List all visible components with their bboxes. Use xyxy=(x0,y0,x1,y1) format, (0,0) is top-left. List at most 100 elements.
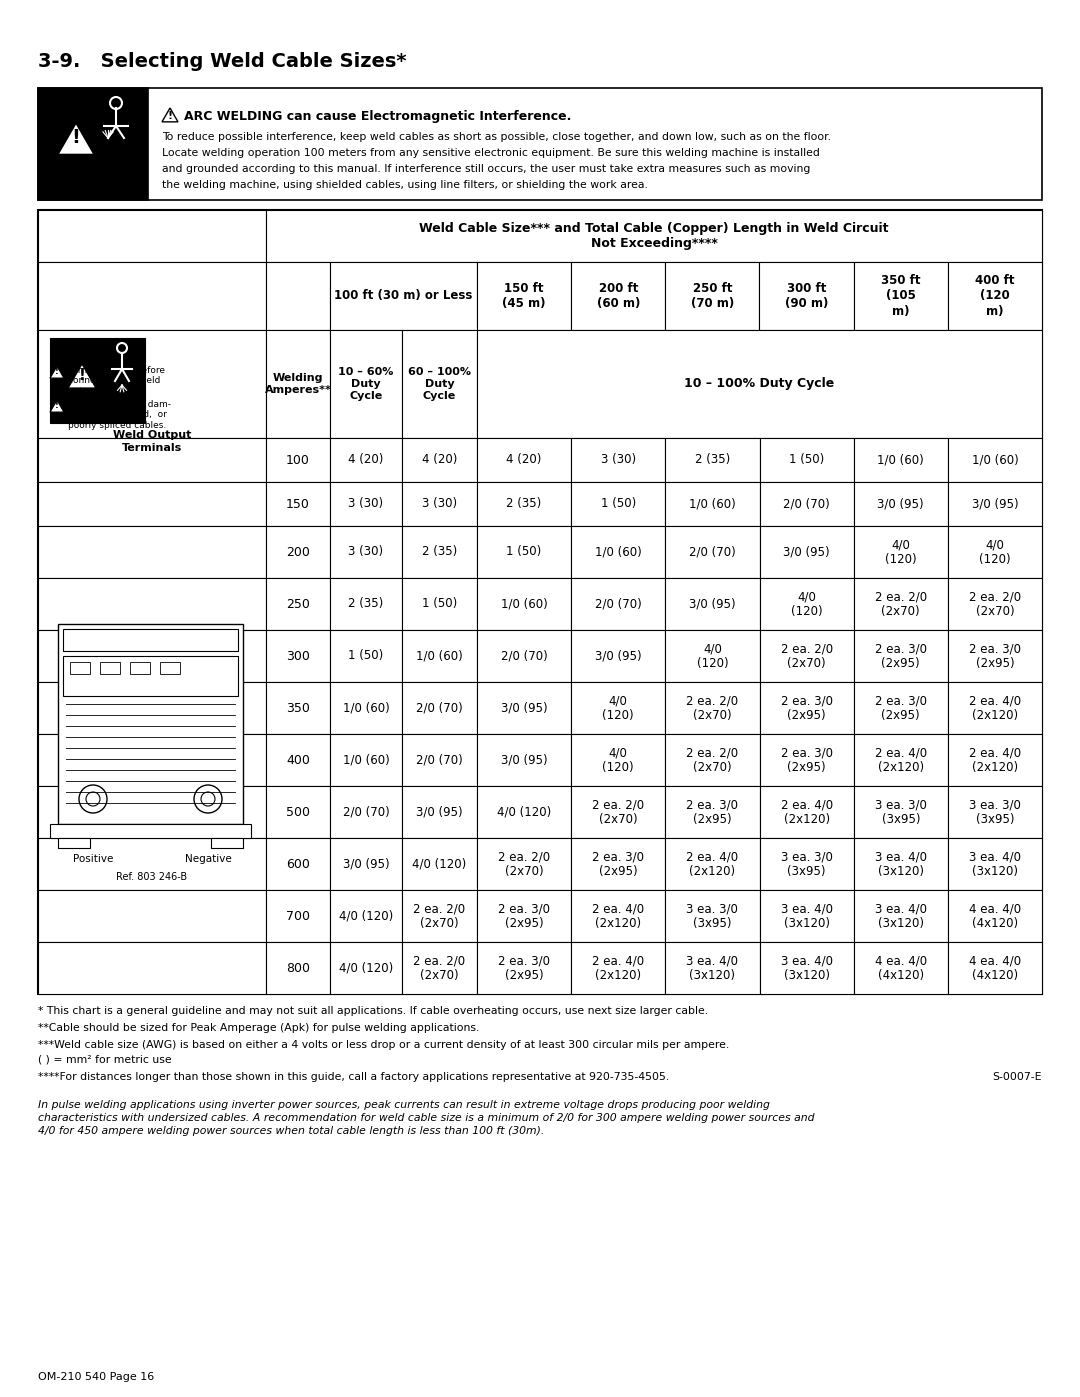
Bar xyxy=(571,942,665,995)
Bar xyxy=(63,629,238,651)
Text: 2/0 (70): 2/0 (70) xyxy=(416,701,463,714)
Bar xyxy=(266,210,1042,263)
Text: 2 ea. 4/0
(2x120): 2 ea. 4/0 (2x120) xyxy=(781,798,833,826)
Bar xyxy=(330,527,402,578)
Text: 4 (20): 4 (20) xyxy=(507,454,542,467)
Text: 800: 800 xyxy=(286,961,310,975)
Text: Weld Output: Weld Output xyxy=(112,430,191,440)
Text: 3 ea. 4/0
(3x120): 3 ea. 4/0 (3x120) xyxy=(781,902,833,930)
Text: 2 ea. 2/0
(2x70): 2 ea. 2/0 (2x70) xyxy=(875,590,927,617)
Bar xyxy=(402,578,477,630)
Bar xyxy=(330,838,402,890)
Bar xyxy=(477,482,571,527)
Bar xyxy=(759,527,853,578)
Bar xyxy=(759,578,853,630)
Text: 2 ea. 3/0
(2x95): 2 ea. 3/0 (2x95) xyxy=(498,902,550,930)
Text: 4 ea. 4/0
(4x120): 4 ea. 4/0 (4x120) xyxy=(875,954,927,982)
Bar xyxy=(665,733,759,787)
Bar xyxy=(402,838,477,890)
Text: 4/0
(120): 4/0 (120) xyxy=(603,746,634,774)
Bar xyxy=(571,439,665,482)
Bar xyxy=(38,482,266,527)
Text: 100 ft (30 m) or Less: 100 ft (30 m) or Less xyxy=(335,289,473,303)
Bar xyxy=(38,330,266,439)
Text: 400 ft
(120
m): 400 ft (120 m) xyxy=(975,274,1015,317)
Bar xyxy=(853,787,948,838)
Bar xyxy=(571,890,665,942)
Text: 3/0 (95): 3/0 (95) xyxy=(972,497,1018,510)
Polygon shape xyxy=(58,123,94,155)
Text: 400: 400 xyxy=(286,753,310,767)
Text: 2/0 (70): 2/0 (70) xyxy=(783,497,829,510)
Text: 2 (35): 2 (35) xyxy=(507,497,542,510)
Text: Ref. 803 246-B: Ref. 803 246-B xyxy=(117,872,188,882)
Text: 4/0 (120): 4/0 (120) xyxy=(339,961,393,975)
Text: 10 – 100% Duty Cycle: 10 – 100% Duty Cycle xyxy=(685,377,835,391)
Text: 1/0 (60): 1/0 (60) xyxy=(416,650,463,662)
Bar xyxy=(759,263,853,330)
Text: 2 ea. 3/0
(2x95): 2 ea. 3/0 (2x95) xyxy=(498,954,550,982)
Bar xyxy=(853,263,948,330)
Bar xyxy=(266,890,330,942)
Bar xyxy=(477,439,571,482)
Text: 3/0 (95): 3/0 (95) xyxy=(501,701,548,714)
Text: 3/0 (95): 3/0 (95) xyxy=(595,650,642,662)
Text: 3 ea. 4/0
(3x120): 3 ea. 4/0 (3x120) xyxy=(687,954,739,982)
Bar xyxy=(50,338,145,423)
Bar xyxy=(266,263,330,330)
Text: 4/0 (120): 4/0 (120) xyxy=(497,806,551,819)
Bar xyxy=(853,942,948,995)
Text: the welding machine, using shielded cables, using line filters, or shielding the: the welding machine, using shielded cabl… xyxy=(162,180,648,190)
Text: and grounded according to this manual. If interference still occurs, the user mu: and grounded according to this manual. I… xyxy=(162,163,810,175)
Text: * This chart is a general guideline and may not suit all applications. If cable : * This chart is a general guideline and … xyxy=(38,1006,708,1016)
Bar xyxy=(477,682,571,733)
Polygon shape xyxy=(68,363,96,388)
Bar xyxy=(948,527,1042,578)
Bar xyxy=(853,482,948,527)
Text: 2 ea. 3/0
(2x95): 2 ea. 3/0 (2x95) xyxy=(592,849,645,877)
Bar xyxy=(948,439,1042,482)
Text: Do not use worn, dam-
aged,  undersized,  or
poorly spliced cables.: Do not use worn, dam- aged, undersized, … xyxy=(68,400,171,430)
Text: 2 ea. 4/0
(2x120): 2 ea. 4/0 (2x120) xyxy=(592,954,645,982)
Text: Terminals: Terminals xyxy=(122,443,183,453)
Bar xyxy=(266,787,330,838)
Text: 1/0 (60): 1/0 (60) xyxy=(689,497,735,510)
Bar xyxy=(759,838,853,890)
Text: 3 ea. 4/0
(3x120): 3 ea. 4/0 (3x120) xyxy=(781,954,833,982)
Text: 2 ea. 4/0
(2x120): 2 ea. 4/0 (2x120) xyxy=(969,694,1021,722)
Bar xyxy=(571,733,665,787)
Bar xyxy=(38,439,266,482)
Text: 2 ea. 4/0
(2x120): 2 ea. 4/0 (2x120) xyxy=(592,902,645,930)
Text: 1/0 (60): 1/0 (60) xyxy=(972,454,1018,467)
Text: S-0007-E: S-0007-E xyxy=(993,1071,1042,1083)
Bar xyxy=(402,682,477,733)
Bar xyxy=(477,578,571,630)
Text: 2 ea. 3/0
(2x95): 2 ea. 3/0 (2x95) xyxy=(875,694,927,722)
Text: 2 (35): 2 (35) xyxy=(422,545,457,559)
Bar xyxy=(266,527,330,578)
Bar xyxy=(58,624,243,824)
Bar xyxy=(571,578,665,630)
Bar xyxy=(330,942,402,995)
Bar xyxy=(571,838,665,890)
Text: 3 ea. 4/0
(3x120): 3 ea. 4/0 (3x120) xyxy=(875,902,927,930)
Text: 200 ft
(60 m): 200 ft (60 m) xyxy=(596,282,640,310)
Bar xyxy=(853,578,948,630)
Bar xyxy=(330,263,477,330)
Text: 100: 100 xyxy=(286,454,310,467)
Text: 4/0 (120): 4/0 (120) xyxy=(339,909,393,922)
Bar xyxy=(402,630,477,682)
Text: 1/0 (60): 1/0 (60) xyxy=(595,545,642,559)
Bar xyxy=(38,210,266,263)
Bar xyxy=(759,682,853,733)
Text: 2 ea. 3/0
(2x95): 2 ea. 3/0 (2x95) xyxy=(781,746,833,774)
Text: 2/0 (70): 2/0 (70) xyxy=(501,650,548,662)
Text: 1/0 (60): 1/0 (60) xyxy=(342,753,390,767)
Bar xyxy=(477,787,571,838)
Bar xyxy=(330,682,402,733)
Text: 3 ea. 3/0
(3x95): 3 ea. 3/0 (3x95) xyxy=(875,798,927,826)
Bar xyxy=(477,890,571,942)
Text: 2 ea. 4/0
(2x120): 2 ea. 4/0 (2x120) xyxy=(875,746,927,774)
Bar xyxy=(948,838,1042,890)
Bar xyxy=(477,630,571,682)
